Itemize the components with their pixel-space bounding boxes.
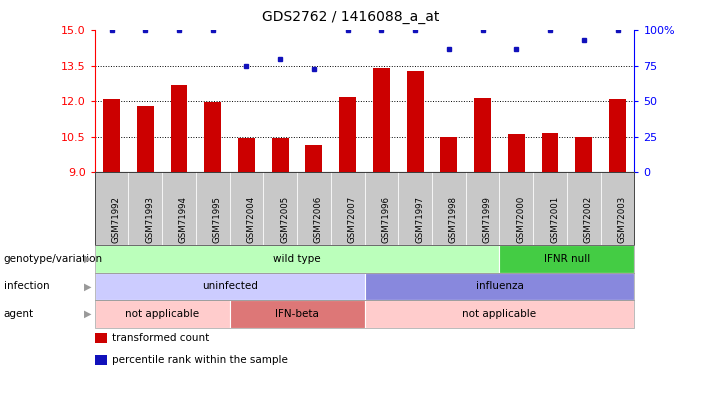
Text: GSM71997: GSM71997 — [415, 196, 424, 243]
Text: GDS2762 / 1416088_a_at: GDS2762 / 1416088_a_at — [261, 10, 440, 24]
Bar — [440, 137, 457, 172]
Text: GSM72003: GSM72003 — [618, 196, 627, 243]
Bar — [204, 102, 221, 172]
Bar — [238, 138, 255, 172]
Text: influenza: influenza — [475, 281, 524, 291]
Bar — [170, 85, 187, 172]
Text: IFN-beta: IFN-beta — [275, 309, 319, 319]
Text: GSM72002: GSM72002 — [584, 196, 593, 243]
Text: agent: agent — [4, 309, 34, 319]
Text: GSM72000: GSM72000 — [517, 196, 525, 243]
Bar — [407, 70, 423, 172]
Text: uninfected: uninfected — [202, 281, 257, 291]
Text: GSM72004: GSM72004 — [247, 196, 255, 243]
Text: ▶: ▶ — [83, 254, 91, 264]
Bar — [272, 138, 289, 172]
Text: GSM71999: GSM71999 — [482, 196, 491, 243]
Bar — [339, 96, 356, 172]
Text: GSM72006: GSM72006 — [314, 196, 323, 243]
Bar — [609, 99, 626, 172]
Text: GSM72001: GSM72001 — [550, 196, 559, 243]
Text: GSM71996: GSM71996 — [381, 196, 390, 243]
Text: IFNR null: IFNR null — [544, 254, 590, 264]
Text: GSM72007: GSM72007 — [348, 196, 357, 243]
Bar — [474, 98, 491, 172]
Text: GSM71993: GSM71993 — [145, 196, 154, 243]
Text: ▶: ▶ — [83, 281, 91, 291]
Text: GSM71994: GSM71994 — [179, 196, 188, 243]
Bar — [373, 68, 390, 172]
Bar — [576, 137, 592, 172]
Text: ▶: ▶ — [83, 309, 91, 319]
Text: GSM71998: GSM71998 — [449, 196, 458, 243]
Text: wild type: wild type — [273, 254, 321, 264]
Text: genotype/variation: genotype/variation — [4, 254, 102, 264]
Bar — [103, 99, 120, 172]
Text: infection: infection — [4, 281, 49, 291]
Text: percentile rank within the sample: percentile rank within the sample — [112, 355, 288, 365]
Bar — [542, 133, 559, 172]
Text: transformed count: transformed count — [112, 333, 210, 343]
Text: not applicable: not applicable — [125, 309, 199, 319]
Bar — [306, 145, 322, 172]
Text: GSM72005: GSM72005 — [280, 196, 290, 243]
Text: GSM71992: GSM71992 — [111, 196, 121, 243]
Bar — [137, 106, 154, 172]
Bar — [508, 134, 525, 172]
Text: GSM71995: GSM71995 — [212, 196, 222, 243]
Text: not applicable: not applicable — [463, 309, 536, 319]
